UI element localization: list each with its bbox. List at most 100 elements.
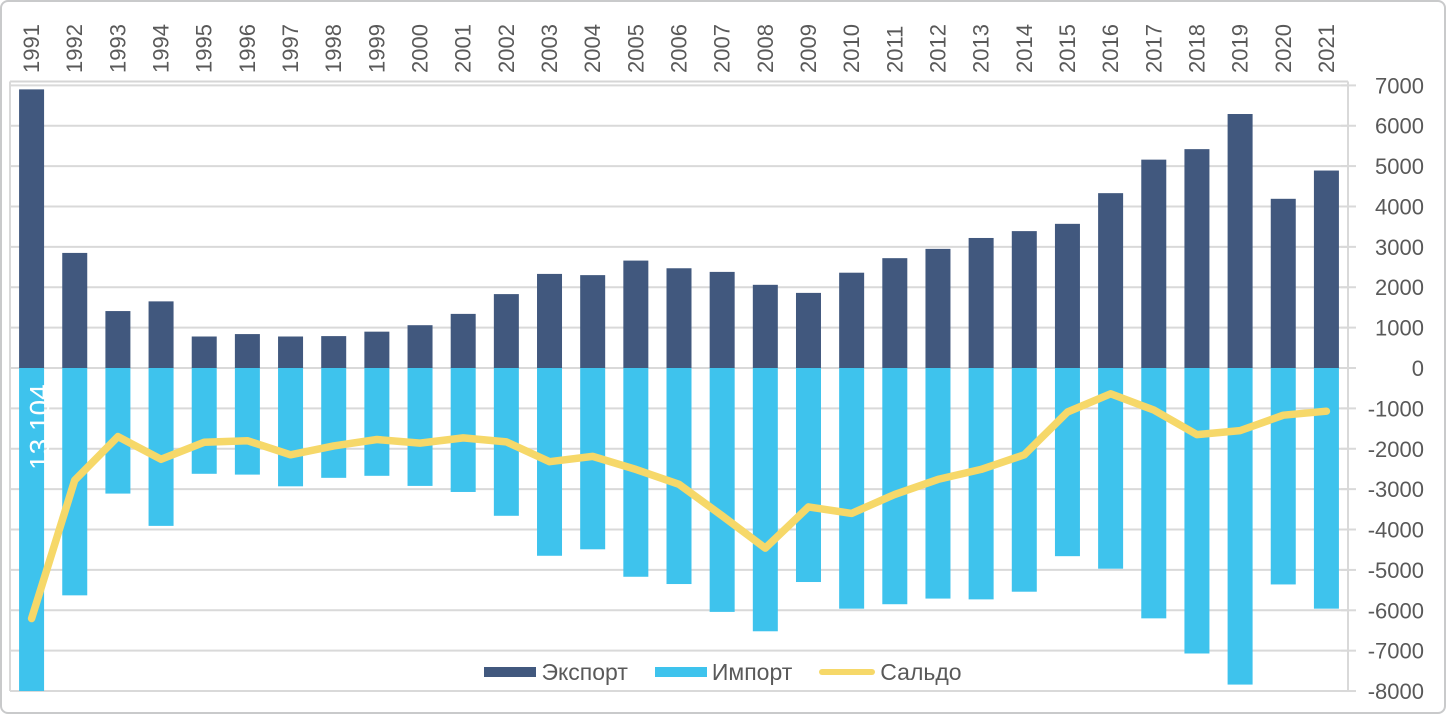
bar-Импорт-2001 [450, 368, 476, 492]
bar-Экспорт-2006 [666, 268, 692, 368]
x-axis-label-2021: 2021 [1314, 24, 1339, 73]
bar-Экспорт-2020 [1270, 198, 1296, 368]
x-axis-label-2017: 2017 [1141, 24, 1166, 73]
x-axis-label-1997: 1997 [278, 24, 303, 73]
x-axis-label-1999: 1999 [364, 24, 389, 73]
bar-Экспорт-2014 [1011, 231, 1037, 368]
bar-Импорт-2019 [1227, 368, 1253, 685]
import-series-label: Импорт [711, 658, 793, 685]
bar-Экспорт-2012 [925, 248, 951, 368]
bar-Экспорт-2004 [580, 275, 606, 368]
y-axis-label--6000: -6000 [1368, 598, 1424, 623]
bar-Экспорт-2021 [1313, 170, 1339, 368]
chart-legend: Экспорт Импорт Сальдо [2, 654, 1444, 690]
bar-Импорт-2014 [1011, 368, 1037, 592]
saldo-series-swatch [819, 669, 876, 675]
x-axis-label-1991: 1991 [19, 24, 44, 73]
bar-Экспорт-1995 [191, 336, 217, 368]
x-axis-label-1993: 1993 [105, 24, 130, 73]
x-axis-label-2007: 2007 [710, 24, 735, 73]
bar-Экспорт-2011 [882, 258, 908, 368]
y-axis-label--5000: -5000 [1368, 558, 1424, 583]
y-axis-label-5000: 5000 [1375, 154, 1424, 179]
bar-Экспорт-2008 [752, 284, 778, 368]
legend-item-import: Импорт [654, 658, 793, 685]
x-axis-label-2012: 2012 [925, 24, 950, 73]
bar-Импорт-2010 [839, 368, 865, 609]
bar-Импорт-2016 [1098, 368, 1124, 569]
bars-group [19, 89, 1339, 692]
y-axis-label-3000: 3000 [1375, 235, 1424, 260]
x-axis-label-2005: 2005 [623, 24, 648, 73]
bar-Импорт-2013 [968, 368, 994, 600]
y-axis-label-2000: 2000 [1375, 275, 1424, 300]
bar-Экспорт-2000 [407, 325, 433, 368]
saldo-line [27, 390, 1331, 623]
bar-Импорт-2020 [1270, 368, 1296, 585]
saldo-series-label: Сальдо [880, 658, 962, 685]
import-series-swatch [654, 667, 707, 677]
x-axis-label-2003: 2003 [537, 24, 562, 73]
x-axis-label-2020: 2020 [1271, 24, 1296, 73]
bar-Импорт-2021 [1313, 368, 1339, 609]
bar-Экспорт-2017 [1141, 159, 1167, 368]
export-series-label: Экспорт [541, 658, 628, 685]
legend-item-saldo: Сальдо [819, 658, 962, 685]
y-axis-label-1000: 1000 [1375, 316, 1424, 341]
bar-Экспорт-1994 [148, 301, 174, 368]
bar-Экспорт-2016 [1098, 193, 1124, 368]
x-axis-label-1994: 1994 [149, 24, 174, 73]
bar-Экспорт-2013 [968, 237, 994, 368]
bar-Экспорт-1996 [234, 334, 260, 368]
x-axis-label-2016: 2016 [1098, 24, 1123, 73]
bar-Импорт-2007 [709, 368, 735, 612]
bar-Экспорт-2005 [623, 260, 649, 368]
bar-Экспорт-2003 [537, 273, 563, 368]
bar-Импорт-2000 [407, 368, 433, 486]
data-label-1991-Импорт: 13,104 [24, 384, 55, 470]
x-axis-label-2019: 2019 [1228, 24, 1253, 73]
bar-Импорт-1995 [191, 368, 217, 474]
y-axis-label-4000: 4000 [1375, 194, 1424, 219]
y-axis-label--4000: -4000 [1368, 518, 1424, 543]
x-axis-label-2015: 2015 [1055, 24, 1080, 73]
bar-Экспорт-2007 [709, 271, 735, 368]
bar-Импорт-1997 [278, 368, 304, 487]
x-axis-label-2004: 2004 [580, 24, 605, 73]
y-axis-label--1000: -1000 [1368, 396, 1424, 421]
bar-Импорт-2009 [795, 368, 821, 583]
y-axis-label-7000: 7000 [1375, 73, 1424, 98]
x-axis-label-2001: 2001 [451, 24, 476, 73]
bar-Экспорт-2002 [493, 294, 519, 368]
bar-Импорт-1996 [234, 368, 260, 475]
x-axis-label-2013: 2013 [969, 24, 994, 73]
y-axis-label--8000: -8000 [1368, 679, 1424, 704]
x-axis-label-1998: 1998 [321, 24, 346, 73]
bar-Экспорт-1997 [278, 336, 304, 368]
x-axis-label-2009: 2009 [796, 24, 821, 73]
x-axis-label-2006: 2006 [667, 24, 692, 73]
y-axis-label--7000: -7000 [1368, 639, 1424, 664]
bar-Импорт-2006 [666, 368, 692, 585]
bar-Экспорт-2018 [1184, 149, 1210, 368]
y-axis-label-0: 0 [1412, 356, 1424, 381]
bar-Импорт-1998 [321, 368, 347, 478]
bar-Импорт-1991 [19, 368, 45, 692]
x-axis-label-1996: 1996 [235, 24, 260, 73]
bar-Экспорт-1991 [19, 89, 45, 369]
x-axis-label-1995: 1995 [192, 24, 217, 73]
legend-item-export: Экспорт [484, 658, 628, 685]
x-axis-label-2002: 2002 [494, 24, 519, 73]
bar-Импорт-2018 [1184, 368, 1210, 654]
bar-Экспорт-1998 [321, 336, 347, 368]
bar-Импорт-2008 [752, 368, 778, 632]
bar-Импорт-1993 [105, 368, 131, 494]
bar-Экспорт-2019 [1227, 114, 1253, 368]
x-axis-label-2014: 2014 [1012, 24, 1037, 73]
y-axis-label--2000: -2000 [1368, 437, 1424, 462]
bar-Экспорт-1999 [364, 331, 390, 368]
bar-Экспорт-2010 [839, 272, 865, 368]
x-axis-label-2010: 2010 [839, 24, 864, 73]
